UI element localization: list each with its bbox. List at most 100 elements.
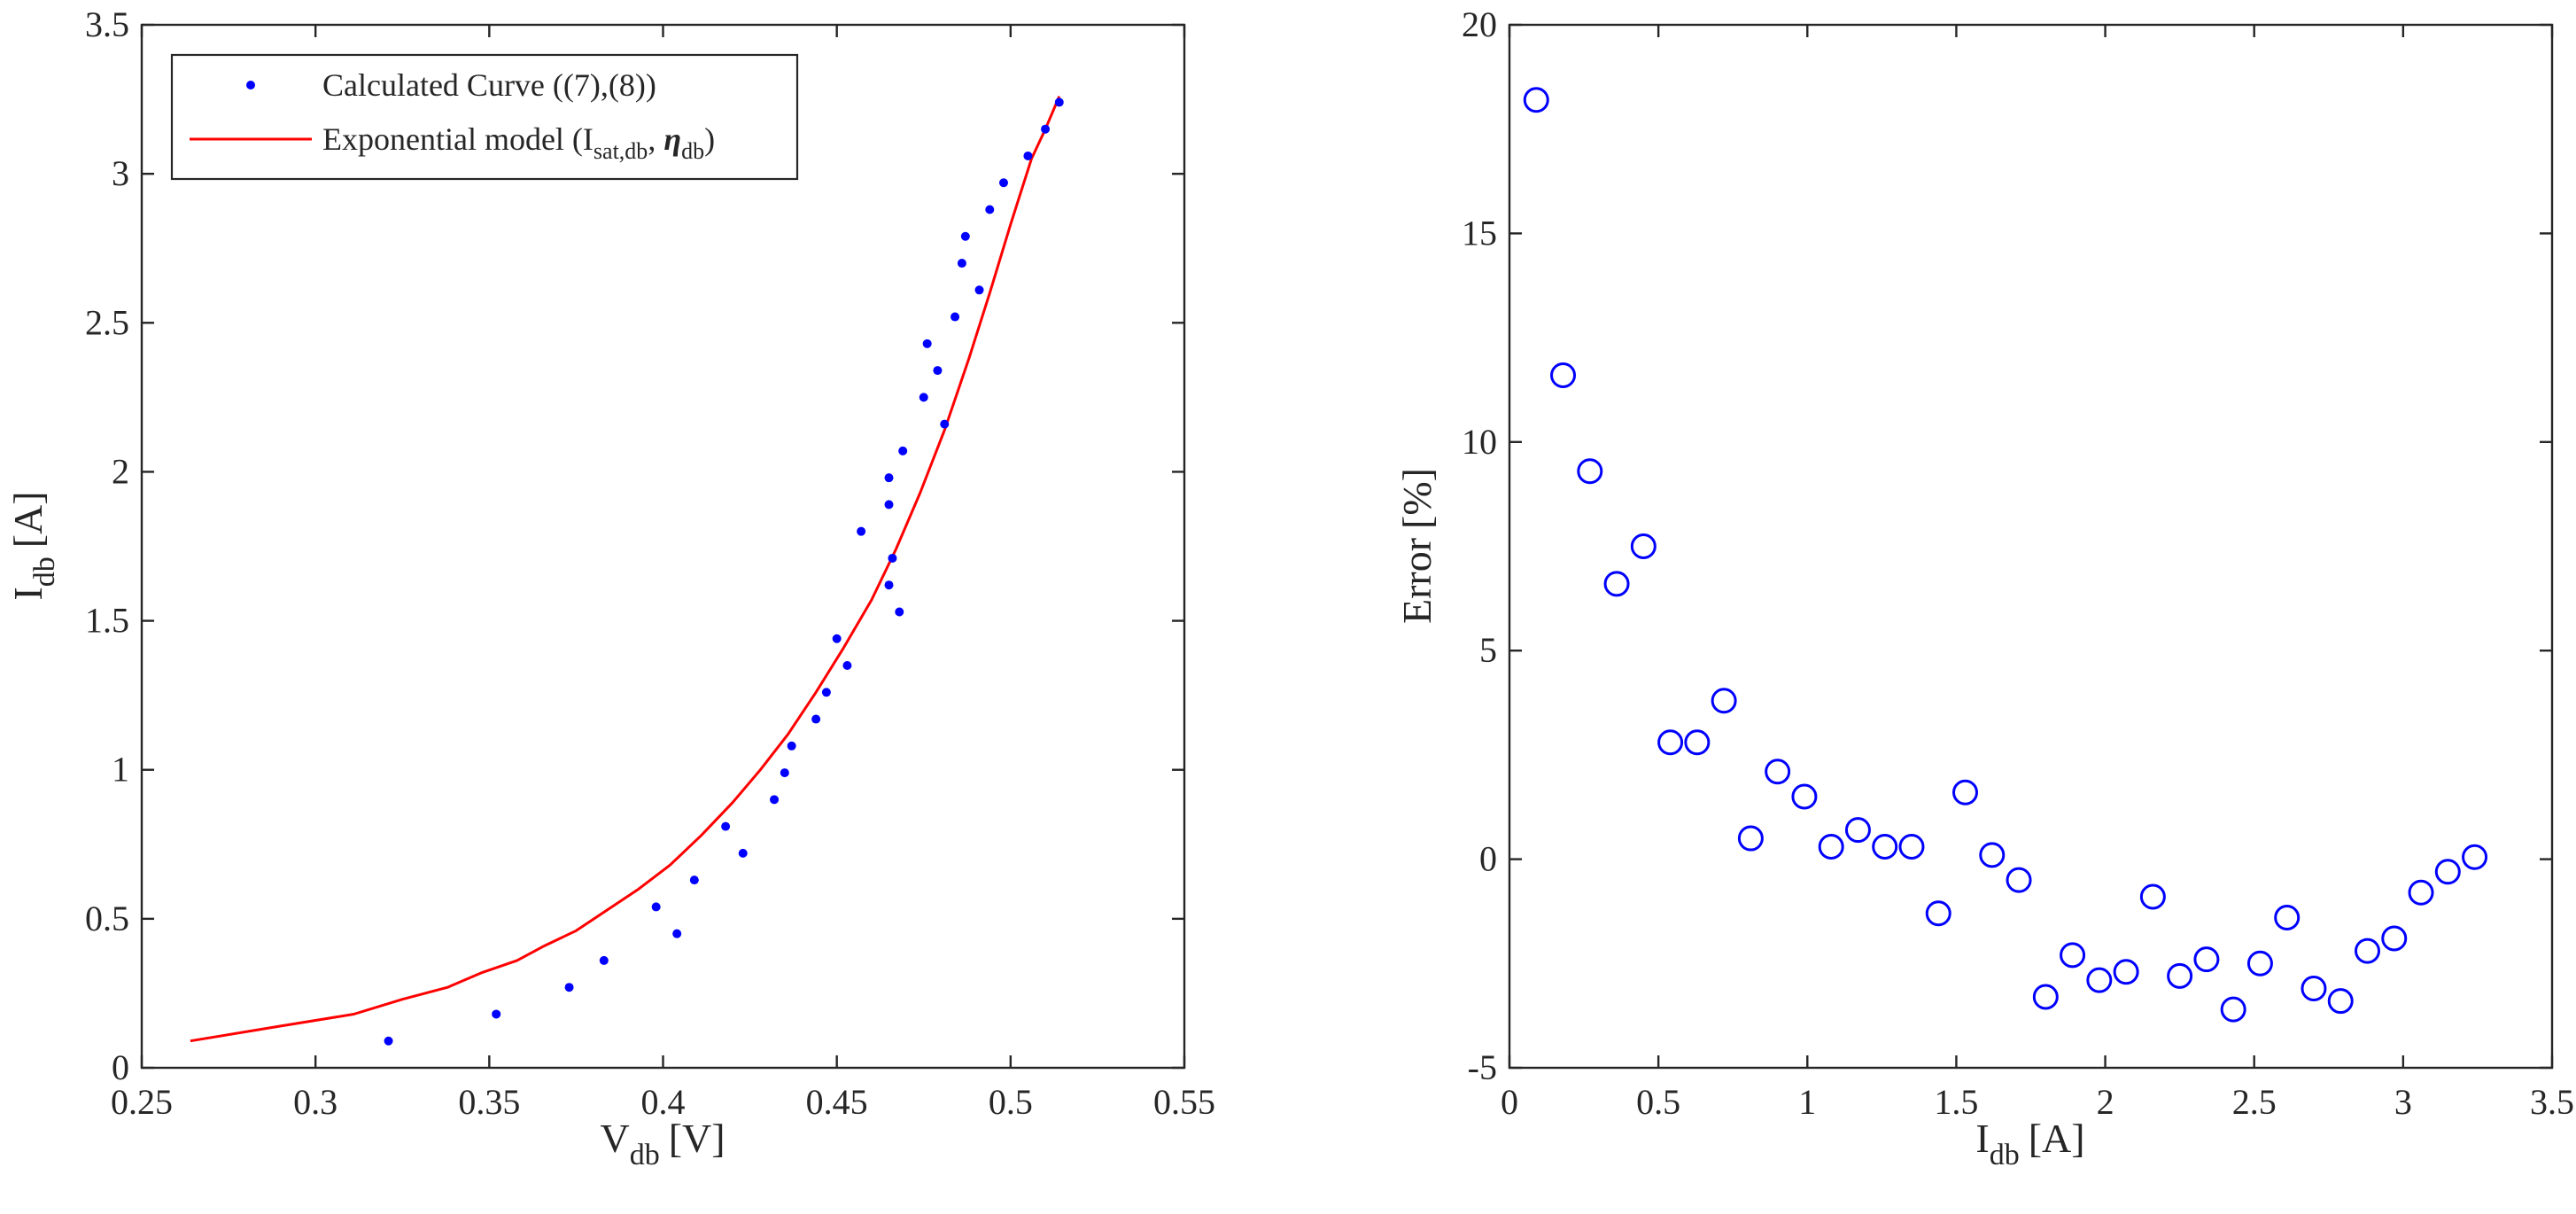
error-point <box>1791 783 1818 810</box>
left-x-tick-label: 0.4 <box>641 1082 686 1122</box>
calculated-curve-point <box>985 205 995 214</box>
error-point <box>2032 984 2059 1010</box>
error-point <box>1898 833 1925 860</box>
legend-label-exp-comma: , <box>648 121 663 157</box>
calculated-curve-point <box>950 312 960 322</box>
right-x-tick-label: 0 <box>1501 1082 1518 1122</box>
error-point <box>1818 833 1844 860</box>
calculated-curve-point <box>1041 124 1051 134</box>
calculated-curve-point <box>1023 151 1033 160</box>
error-point <box>2060 942 2086 969</box>
right-plot-area <box>1508 23 2554 1070</box>
calculated-curve-point <box>821 688 831 697</box>
error-point <box>1550 362 1577 388</box>
legend-box <box>170 53 799 181</box>
error-point <box>1872 833 1898 860</box>
left-y-tick-label: 2 <box>112 451 129 491</box>
error-point <box>2006 867 2032 893</box>
left-y-tick-label: 0 <box>112 1047 129 1087</box>
left-x-tick-label: 0.5 <box>989 1082 1033 1122</box>
left-y-tick-label: 2.5 <box>85 302 129 342</box>
calculated-curve-point <box>832 634 842 643</box>
right-x-tick-label: 1.5 <box>1934 1082 1978 1122</box>
error-point <box>2193 946 2220 973</box>
calculated-curve-point <box>884 500 894 510</box>
calculated-curve-point <box>651 902 661 912</box>
left-y-axis-label: Idb [A] <box>5 491 61 600</box>
calculated-curve-point <box>974 285 984 295</box>
right-y-tick-label: 20 <box>1462 4 1497 44</box>
calculated-curve-point <box>1054 97 1064 107</box>
calculated-curve-point <box>780 768 789 778</box>
calculated-curve-point <box>884 580 894 590</box>
error-point <box>1952 779 1979 805</box>
legend-label-exp-sub1: sat,db <box>594 138 648 164</box>
right-x-ticks: 0 0.5 1 1.5 2 2.5 3 3.5 <box>1501 25 2574 1122</box>
right-y-tick-label: 0 <box>1479 839 1497 879</box>
right-y-tick-label: 10 <box>1462 422 1497 462</box>
error-point <box>1684 729 1711 756</box>
right-xlabel-sub: db <box>1990 1139 2020 1171</box>
legend-label-calculated-curve: Calculated Curve ((7),(8)) <box>322 67 656 103</box>
calculated-curve-point <box>933 366 943 376</box>
right-xlabel-unit: [A] <box>2029 1116 2085 1161</box>
calculated-curve-point <box>884 473 894 483</box>
calculated-curve-point <box>599 955 609 965</box>
right-ylabel-unit: [%] <box>1394 468 1439 529</box>
calculated-curve-point <box>922 339 932 348</box>
error-point <box>2434 859 2461 885</box>
error-point <box>2301 976 2327 1002</box>
calculated-curve-point <box>672 929 682 938</box>
calculated-curve-point <box>960 231 970 241</box>
right-ylabel-main: Error <box>1394 538 1439 624</box>
right-x-tick-label: 3 <box>2394 1082 2412 1122</box>
error-point <box>1925 900 1951 927</box>
error-point <box>1603 571 1630 597</box>
right-x-tick-label: 0.5 <box>1636 1082 1680 1122</box>
calculated-curve-point <box>384 1036 393 1046</box>
left-y-tick-label: 1 <box>112 750 129 790</box>
error-point <box>1979 842 2006 868</box>
left-legend: Calculated Curve ((7),(8)) Exponential m… <box>170 53 799 181</box>
error-point <box>2220 996 2246 1023</box>
left-y-tick-label: 1.5 <box>85 601 129 641</box>
error-point <box>2381 925 2408 952</box>
left-y-tick-label: 3.5 <box>85 4 129 44</box>
left-x-tick-label: 0.3 <box>293 1082 338 1122</box>
error-point <box>2462 844 2488 870</box>
left-plot-area <box>140 23 1186 1070</box>
left-ylabel-main: I <box>5 587 50 600</box>
error-point <box>2139 883 2166 910</box>
error-point <box>1765 759 1791 785</box>
left-y-tick-label: 3 <box>112 153 129 193</box>
error-point <box>2086 967 2113 993</box>
right-xlabel-main: I <box>1975 1116 1989 1161</box>
error-point <box>1630 533 1657 559</box>
calculated-curve-point <box>957 259 966 268</box>
error-point <box>2408 879 2434 906</box>
calculated-curve-point <box>998 178 1008 188</box>
calculated-curve-point <box>564 983 574 992</box>
left-y-tick-label: 0.5 <box>85 899 129 938</box>
error-point <box>1844 817 1871 844</box>
calculated-curve-points-group <box>384 97 1064 1046</box>
right-y-axis-label: Error [%] <box>1394 468 1439 624</box>
calculated-curve-point <box>898 446 908 455</box>
error-point <box>1657 729 1684 756</box>
legend-marker-calculated-curve <box>246 81 255 89</box>
right-x-tick-label: 2 <box>2097 1082 2114 1122</box>
error-point <box>2167 962 2193 989</box>
error-point <box>1577 458 1603 485</box>
right-x-tick-label: 3.5 <box>2530 1082 2574 1122</box>
calculated-curve-point <box>721 821 731 831</box>
right-x-tick-label: 1 <box>1798 1082 1816 1122</box>
left-xlabel-unit: [V] <box>669 1116 725 1161</box>
calculated-curve-point <box>738 848 748 858</box>
left-x-ticks: 0.25 0.3 0.35 0.4 0.45 0.5 0.55 <box>111 25 1215 1122</box>
left-ylabel-unit: [A] <box>5 491 50 548</box>
error-point <box>1737 825 1764 852</box>
calculated-curve-point <box>787 741 796 751</box>
legend-label-exp-close: ) <box>704 121 715 157</box>
